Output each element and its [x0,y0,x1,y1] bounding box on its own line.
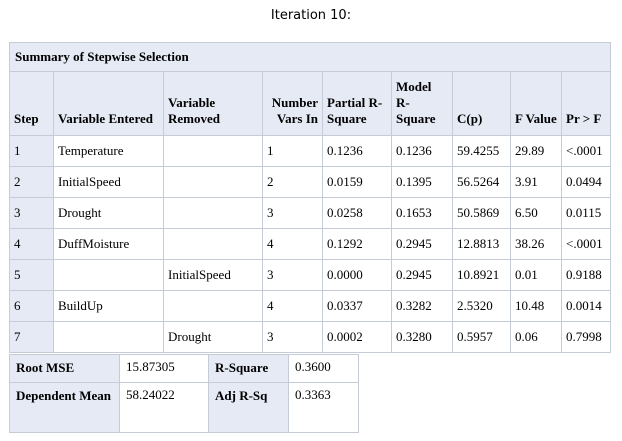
pr-f-cell: <.0001 [560,228,612,260]
f-value-cell: 38.26 [510,228,562,260]
step-cell: 7 [9,321,54,353]
variable-entered-cell [53,259,164,291]
col-header-model-r-square: Model R-Square [391,71,453,136]
model-r-square-cell: 0.2945 [391,259,453,291]
cp-cell: 59.4255 [452,135,511,167]
table-row: 7 Drought 3 0.0002 0.3280 0.5957 0.06 0.7998 [9,321,612,353]
f-value-cell: 29.89 [510,135,562,167]
table-row: 4 DuffMoisture 4 0.1292 0.2945 12.8813 38.26 <.… [9,228,612,260]
model-r-square-cell: 0.3280 [391,321,453,353]
pr-f-cell: 0.7998 [560,321,612,353]
r-square-label: R-Square [208,354,289,383]
pr-f-cell: 0.0494 [560,166,612,198]
cp-cell: 56.5264 [452,166,511,198]
cp-cell: 10.8921 [452,259,511,291]
partial-r-square-cell: 0.0337 [322,290,392,322]
col-header-cp: C(p) [452,71,511,136]
partial-r-square-cell: 0.0000 [322,259,392,291]
model-r-square-cell: 0.1653 [391,197,453,229]
table-row: 3 Drought 3 0.0258 0.1653 50.5869 6.50 0.0115 [9,197,612,229]
col-header-step: Step [9,71,54,136]
vars-in-cell: 3 [262,259,323,291]
col-header-variable-removed: Variable Removed [163,71,263,136]
variable-removed-cell [163,197,263,229]
adj-r-sq-label: Adj R-Sq [208,382,289,433]
dependent-mean-value: 58.24022 [119,382,209,433]
fit-statistics-panel: Root MSE 15.87305 R-Square 0.3600 Depend… [9,354,359,433]
table-row: 6 BuildUp 4 0.0337 0.3282 2.5320 10.48 0.0014 [9,290,612,322]
root-mse-value: 15.87305 [119,354,209,383]
pr-f-cell: <.0001 [560,135,612,167]
partial-r-square-cell: 0.0002 [322,321,392,353]
table-body: 1 Temperature 1 0.1236 0.1236 59.4255 29.89 <.0… [9,135,612,353]
pr-f-cell: 0.0014 [560,290,612,322]
cp-cell: 2.5320 [452,290,511,322]
model-r-square-cell: 0.1395 [391,166,453,198]
variable-removed-cell [163,228,263,260]
vars-in-cell: 4 [262,290,323,322]
variable-removed-cell [163,166,263,198]
variable-removed-cell: Drought [163,321,263,353]
table-caption: Summary of Stepwise Selection [8,42,612,72]
partial-r-square-cell: 0.0159 [322,166,392,198]
f-value-cell: 0.01 [510,259,562,291]
variable-entered-cell: DuffMoisture [53,228,164,260]
col-header-number-vars-in: Number Vars In [262,71,323,136]
partial-r-square-cell: 0.1292 [322,228,392,260]
cp-cell: 0.5957 [452,321,511,353]
vars-in-cell: 3 [262,197,323,229]
step-cell: 5 [9,259,54,291]
f-value-cell: 10.48 [510,290,562,322]
variable-entered-cell: Drought [53,197,164,229]
partial-r-square-cell: 0.0258 [322,197,392,229]
step-cell: 6 [9,290,54,322]
col-header-variable-entered: Variable Entered [53,71,164,136]
adj-r-sq-value: 0.3363 [288,382,359,433]
table-row: 5 InitialSpeed 3 0.0000 0.2945 10.8921 0.01 0.9… [9,259,612,291]
table-row: 1 Temperature 1 0.1236 0.1236 59.4255 29.89 <.0… [9,135,612,167]
dependent-mean-label: Dependent Mean [9,382,120,433]
col-header-f-value: F Value [510,71,562,136]
variable-removed-cell: InitialSpeed [163,259,263,291]
r-square-value: 0.3600 [288,354,359,383]
col-header-partial-r-square: Partial R-Square [322,71,392,136]
f-value-cell: 3.91 [510,166,562,198]
step-cell: 1 [9,135,54,167]
model-r-square-cell: 0.2945 [391,228,453,260]
vars-in-cell: 2 [262,166,323,198]
f-value-cell: 6.50 [510,197,562,229]
table-row: 2 InitialSpeed 2 0.0159 0.1395 56.5264 3.91 0.0… [9,166,612,198]
step-cell: 4 [9,228,54,260]
pr-f-cell: 0.9188 [560,259,612,291]
variable-entered-cell [53,321,164,353]
iteration-title: Iteration 10: [270,8,352,23]
f-value-cell: 0.06 [510,321,562,353]
stepwise-summary-table: Summary of Stepwise Selection Step Varia… [8,42,612,353]
step-cell: 2 [9,166,54,198]
variable-removed-cell [163,290,263,322]
variable-entered-cell: BuildUp [53,290,164,322]
cp-cell: 50.5869 [452,197,511,229]
step-cell: 3 [9,197,54,229]
vars-in-cell: 4 [262,228,323,260]
partial-r-square-cell: 0.1236 [322,135,392,167]
col-header-pr-f: Pr > F [560,71,612,136]
vars-in-cell: 3 [262,321,323,353]
model-r-square-cell: 0.1236 [391,135,453,167]
variable-entered-cell: InitialSpeed [53,166,164,198]
pr-f-cell: 0.0115 [560,197,612,229]
variable-entered-cell: Temperature [53,135,164,167]
cp-cell: 12.8813 [452,228,511,260]
variable-removed-cell [163,135,263,167]
root-mse-label: Root MSE [9,354,120,383]
model-r-square-cell: 0.3282 [391,290,453,322]
fit-statistics-table: Root MSE 15.87305 R-Square 0.3600 Depend… [9,354,359,433]
stepwise-summary-panel: Summary of Stepwise Selection Step Varia… [8,42,612,353]
vars-in-cell: 1 [262,135,323,167]
